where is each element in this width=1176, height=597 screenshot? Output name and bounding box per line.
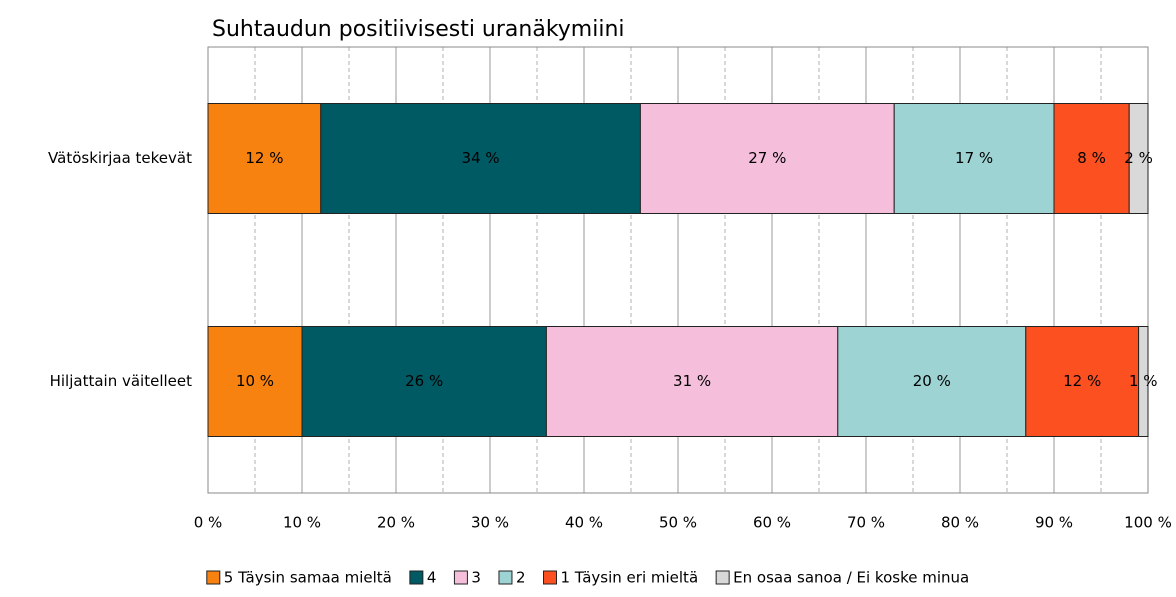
- bar-segment: [1128, 103, 1149, 214]
- category-label: Hiljattain väitelleet: [50, 372, 193, 390]
- bar-segment: [207, 326, 303, 437]
- bar-segment: [320, 103, 641, 214]
- value-label: 12 %: [1063, 372, 1101, 390]
- bar-segment: [837, 326, 1027, 437]
- legend-swatch: [543, 570, 558, 585]
- legend-swatch: [498, 570, 513, 585]
- x-tick-label: 0 %: [194, 514, 223, 532]
- value-label: 8 %: [1077, 149, 1106, 167]
- x-tick-label: 80 %: [941, 514, 979, 532]
- legend-label: 5 Täysin samaa mieltä: [224, 569, 392, 587]
- x-tick-label: 90 %: [1035, 514, 1073, 532]
- bar-segment: [301, 326, 547, 437]
- legend-label: 1 Täysin eri mieltä: [561, 569, 699, 587]
- value-label: 2 %: [1124, 149, 1153, 167]
- legend-swatch: [715, 570, 730, 585]
- x-tick-label: 50 %: [659, 514, 697, 532]
- legend-swatch: [453, 570, 468, 585]
- bar-segment: [1138, 326, 1149, 437]
- x-tick-label: 10 %: [283, 514, 321, 532]
- value-label: 34 %: [462, 149, 500, 167]
- bar-segment: [893, 103, 1055, 214]
- value-label: 31 %: [673, 372, 711, 390]
- value-label: 26 %: [405, 372, 443, 390]
- value-label: 1 %: [1129, 372, 1158, 390]
- legend-swatch: [206, 570, 221, 585]
- x-tick-label: 60 %: [753, 514, 791, 532]
- plot-border: [207, 46, 1149, 494]
- legend-label: En osaa sanoa / Ei koske minua: [733, 569, 969, 587]
- x-tick-label: 30 %: [471, 514, 509, 532]
- value-label: 10 %: [236, 372, 274, 390]
- category-label: Vätöskirjaa tekevät: [48, 149, 192, 167]
- value-label: 20 %: [913, 372, 951, 390]
- bar-segment: [545, 326, 839, 437]
- x-tick-label: 40 %: [565, 514, 603, 532]
- x-tick-label: 100 %: [1124, 514, 1172, 532]
- value-label: 27 %: [748, 149, 786, 167]
- x-tick-label: 70 %: [847, 514, 885, 532]
- x-tick-label: 20 %: [377, 514, 415, 532]
- legend-label: 4: [427, 569, 437, 587]
- value-label: 17 %: [955, 149, 993, 167]
- chart-title: Suhtaudun positiivisesti uranäkymiini: [212, 17, 625, 42]
- bar-segment: [639, 103, 895, 214]
- bar-segment: [207, 103, 322, 214]
- legend-swatch: [409, 570, 424, 585]
- value-label: 12 %: [245, 149, 283, 167]
- legend-label: 3: [471, 569, 481, 587]
- bar-segment: [1025, 326, 1140, 437]
- legend-label: 2: [516, 569, 526, 587]
